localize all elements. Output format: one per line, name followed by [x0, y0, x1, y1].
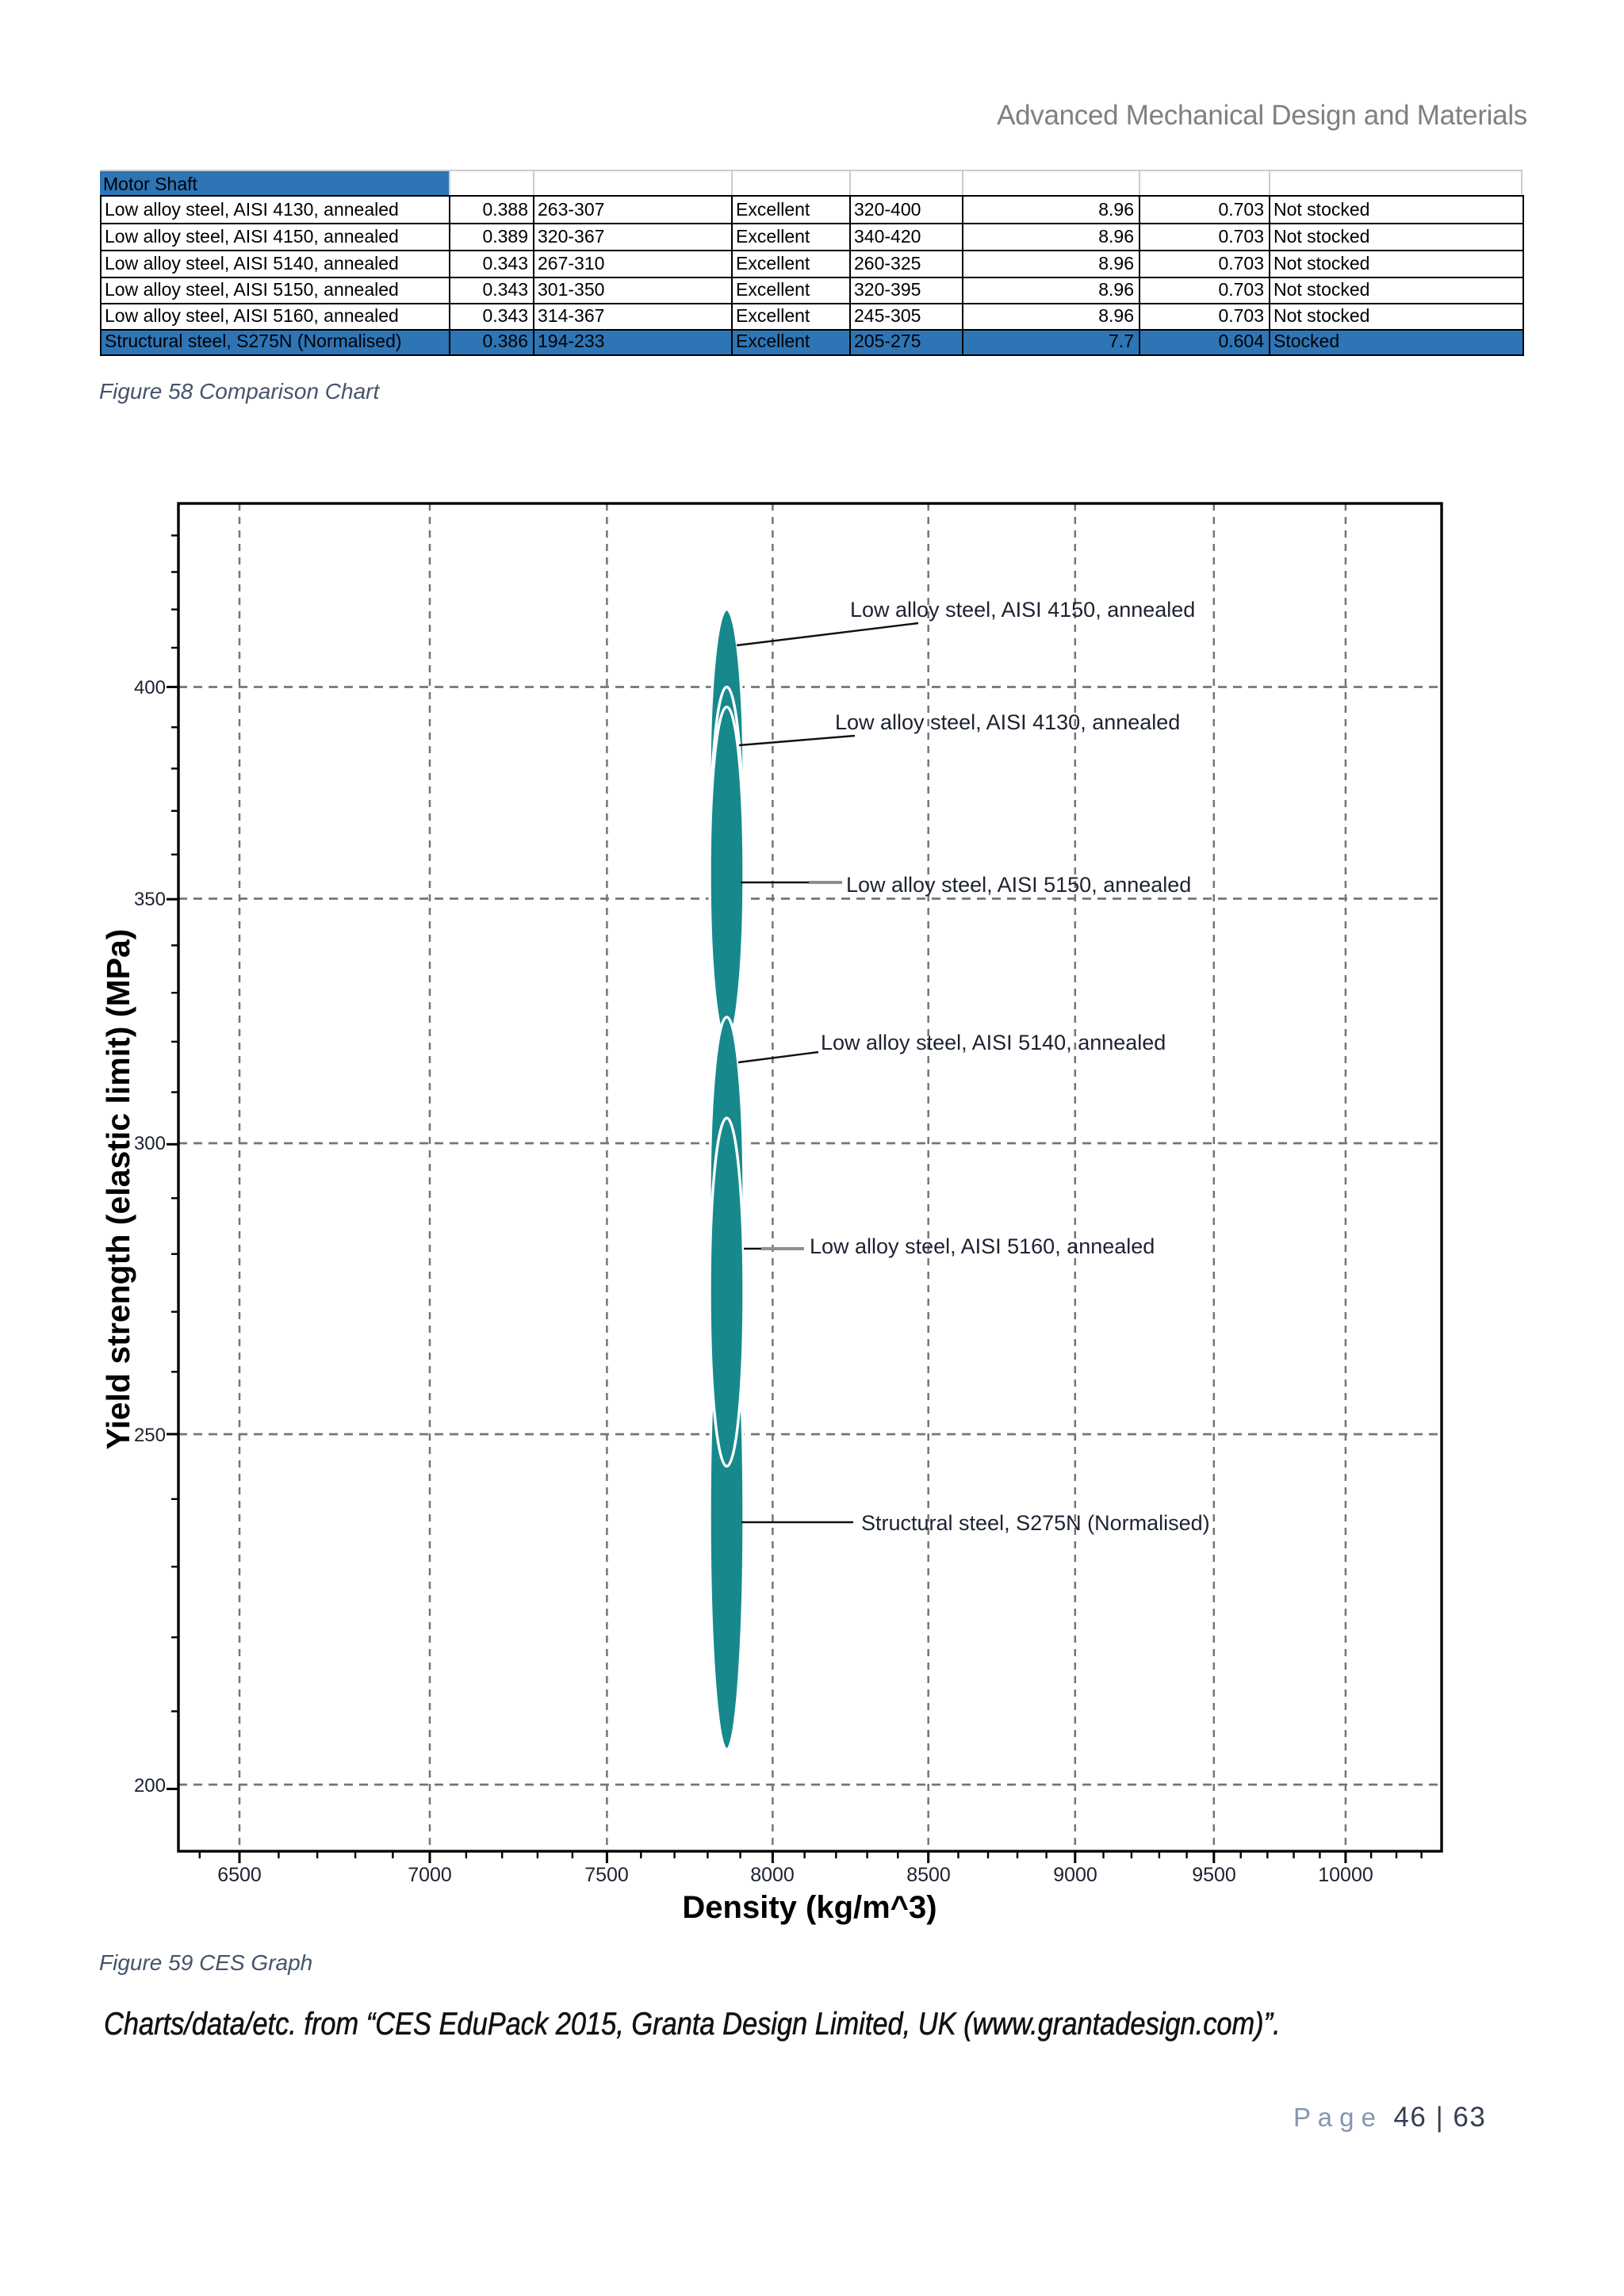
svg-text:8000: 8000: [750, 1864, 795, 1886]
svg-text:350: 350: [134, 889, 166, 910]
svg-text:Yield strength (elastic limit): Yield strength (elastic limit) (MPa): [100, 929, 136, 1450]
svg-text:Density (kg/m^3): Density (kg/m^3): [682, 1890, 936, 1925]
svg-text:Structural steel, S275N (Norma: Structural steel, S275N (Normalised): [861, 1511, 1210, 1535]
svg-text:7500: 7500: [584, 1864, 629, 1886]
svg-text:Low alloy steel, AISI 5140, an: Low alloy steel, AISI 5140, annealed: [821, 1031, 1166, 1054]
svg-text:6500: 6500: [217, 1864, 262, 1886]
svg-text:Low alloy steel, AISI 4150, an: Low alloy steel, AISI 4150, annealed: [850, 598, 1195, 622]
svg-text:9500: 9500: [1192, 1864, 1236, 1886]
svg-text:Low alloy steel, AISI 4130, an: Low alloy steel, AISI 4130, annealed: [835, 710, 1180, 734]
svg-text:400: 400: [134, 677, 166, 698]
svg-text:300: 300: [134, 1133, 166, 1154]
svg-text:Low alloy steel, AISI 5160, an: Low alloy steel, AISI 5160, annealed: [810, 1234, 1155, 1258]
svg-text:7000: 7000: [408, 1864, 452, 1886]
svg-text:9000: 9000: [1053, 1864, 1097, 1886]
svg-text:250: 250: [134, 1425, 166, 1446]
svg-text:10000: 10000: [1318, 1864, 1373, 1886]
svg-text:8500: 8500: [906, 1864, 951, 1886]
svg-text:Low alloy steel, AISI 5150, an: Low alloy steel, AISI 5150, annealed: [846, 873, 1191, 897]
svg-text:200: 200: [134, 1775, 166, 1797]
